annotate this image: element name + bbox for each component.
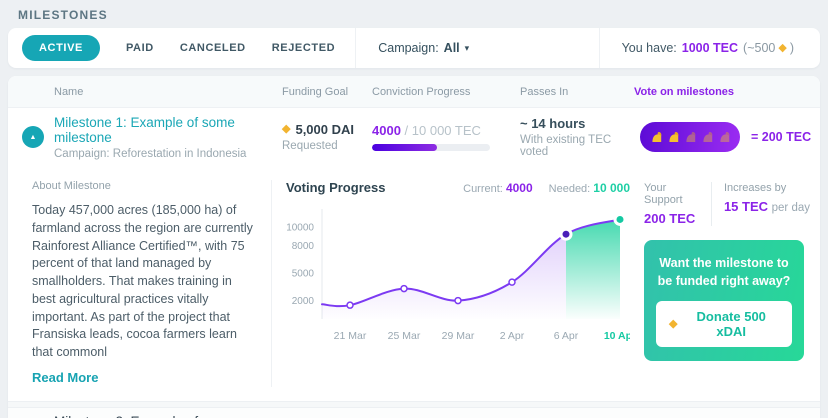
current-label: Current: bbox=[463, 183, 503, 195]
collapse-row-button[interactable]: ▲ bbox=[22, 126, 44, 148]
stat-needed: Needed: 10 000 bbox=[549, 181, 630, 195]
increases-by: Increases by 15 TEC per day bbox=[710, 182, 810, 226]
your-support: Your Support 200 TEC bbox=[644, 182, 699, 226]
milestone-title[interactable]: Milestone 2: Example of some milestone bbox=[54, 414, 282, 418]
toolbar-divider bbox=[355, 28, 357, 68]
passes-in-value: ~ 2 days bbox=[520, 416, 634, 418]
vote-equals: = 200 TEC bbox=[751, 130, 812, 144]
col-conviction-progress: Conviction Progress bbox=[372, 85, 471, 98]
increases-by-value: 15 TEC bbox=[723, 199, 769, 214]
muscle-icon[interactable] bbox=[667, 131, 680, 144]
about-section: About Milestone Today 457,000 acres (185… bbox=[32, 180, 272, 387]
toolbar: ACTIVE PAID CANCELED REJECTED Campaign: … bbox=[8, 28, 820, 68]
balance-approx-open: (~500 bbox=[743, 41, 776, 55]
tab-active[interactable]: ACTIVE bbox=[22, 35, 100, 61]
balance-approx: (~500 ◆ ) bbox=[743, 41, 794, 55]
svg-text:10 Apr: 10 Apr bbox=[604, 330, 630, 342]
svg-text:6 Apr: 6 Apr bbox=[554, 330, 579, 342]
chart-title: Voting Progress bbox=[286, 180, 386, 195]
current-value: 4000 bbox=[505, 181, 533, 195]
conviction-progress-bar bbox=[372, 144, 490, 151]
milestone-campaign: Campaign: Reforestation in Indonesia bbox=[54, 147, 247, 160]
col-vote-on-milestones: Vote on milestones bbox=[634, 85, 735, 98]
passes-in-value: ~ 14 hours bbox=[520, 116, 586, 131]
muscle-icon[interactable] bbox=[718, 131, 731, 144]
svg-text:5000: 5000 bbox=[292, 268, 315, 279]
donate-question: Want the milestone to be funded right aw… bbox=[657, 256, 791, 288]
donate-button[interactable]: ◆ Donate 500 xDAI bbox=[656, 301, 792, 347]
coin-icon: ◆ bbox=[282, 123, 291, 135]
col-funding-goal: Funding Goal bbox=[282, 85, 349, 98]
balance-label: You have: bbox=[621, 41, 677, 55]
campaign-filter[interactable]: Campaign: All ▾ bbox=[356, 41, 491, 55]
increases-by-label: Increases by bbox=[723, 182, 787, 194]
table-header: Name Funding Goal Conviction Progress Pa… bbox=[8, 76, 820, 108]
balance: You have: 1000 TEC (~500 ◆ ) bbox=[600, 41, 820, 55]
coin-icon: ◆ bbox=[778, 41, 787, 54]
conviction-progress-fill bbox=[372, 144, 437, 151]
milestone-detail-panel: About Milestone Today 457,000 acres (185… bbox=[8, 166, 820, 401]
coin-icon: ◆ bbox=[669, 317, 678, 330]
campaign-value: All bbox=[443, 41, 460, 55]
funding-goal-value: 5,000 DAI bbox=[295, 122, 355, 137]
svg-text:29 Mar: 29 Mar bbox=[442, 330, 475, 342]
your-support-label: Your Support bbox=[644, 182, 683, 206]
vote-strength-picker[interactable] bbox=[640, 122, 740, 152]
muscle-icon[interactable] bbox=[650, 131, 663, 144]
balance-approx-close: ) bbox=[789, 41, 794, 55]
voting-progress-chart: 2000 5000 8000 10000 21 Mar 25 Mar 29 Mar 2 Apr… bbox=[286, 209, 636, 342]
support-section: Your Support 200 TEC Increases by 15 TEC… bbox=[644, 180, 810, 387]
about-label: About Milestone bbox=[32, 180, 111, 192]
milestones-table-card: Name Funding Goal Conviction Progress Pa… bbox=[8, 76, 820, 418]
muscle-icon[interactable] bbox=[701, 131, 714, 144]
milestone-title-link[interactable]: Milestone 1: Example of some milestone bbox=[54, 114, 235, 145]
tab-rejected[interactable]: REJECTED bbox=[271, 42, 336, 54]
row-separator bbox=[8, 400, 820, 408]
svg-text:2 Apr: 2 Apr bbox=[500, 330, 525, 342]
chevron-down-icon: ▾ bbox=[464, 42, 470, 53]
page-title: MILESTONES bbox=[18, 8, 108, 22]
tab-canceled[interactable]: CANCELED bbox=[179, 42, 246, 54]
needed-value: 10 000 bbox=[593, 181, 630, 195]
chevron-up-icon: ▲ bbox=[29, 133, 37, 141]
passes-in-note: With existing TEC voted bbox=[520, 134, 612, 158]
tab-paid[interactable]: PAID bbox=[125, 42, 154, 54]
svg-text:8000: 8000 bbox=[292, 241, 315, 252]
conviction-current: 4000 bbox=[372, 123, 401, 138]
svg-text:10000: 10000 bbox=[286, 222, 314, 233]
stat-current: Current: 4000 bbox=[463, 181, 533, 195]
donate-card: Want the milestone to be funded right aw… bbox=[644, 240, 804, 361]
tab-list: ACTIVE PAID CANCELED REJECTED bbox=[8, 35, 355, 61]
svg-text:21 Mar: 21 Mar bbox=[334, 330, 367, 342]
conviction-total: / 10 000 TEC bbox=[404, 123, 481, 138]
read-more-link[interactable]: Read More bbox=[32, 369, 99, 385]
table-row: ▲ Milestone 1: Example of some milestone… bbox=[8, 108, 820, 166]
col-passes-in: Passes In bbox=[520, 85, 569, 98]
muscle-icon[interactable] bbox=[684, 131, 697, 144]
increases-by-suffix: per day bbox=[771, 202, 810, 214]
toolbar-divider-2 bbox=[598, 28, 600, 68]
about-text: Today 457,000 acres (185,000 ha) of farm… bbox=[32, 203, 253, 359]
funding-goal-note: Requested bbox=[282, 140, 338, 152]
donate-button-label: Donate 500 xDAI bbox=[696, 309, 766, 339]
table-row: ▼ Milestone 2: Example of some milestone… bbox=[8, 407, 820, 418]
voting-progress-section: Voting Progress Current: 4000 Needed: 10… bbox=[286, 180, 636, 387]
balance-amount: 1000 TEC bbox=[681, 41, 739, 55]
campaign-label: Campaign: bbox=[378, 41, 439, 55]
svg-text:2000: 2000 bbox=[292, 296, 315, 307]
your-support-value: 200 TEC bbox=[644, 211, 696, 226]
svg-text:25 Mar: 25 Mar bbox=[388, 330, 421, 342]
col-name: Name bbox=[54, 85, 84, 98]
needed-label: Needed: bbox=[548, 183, 591, 195]
